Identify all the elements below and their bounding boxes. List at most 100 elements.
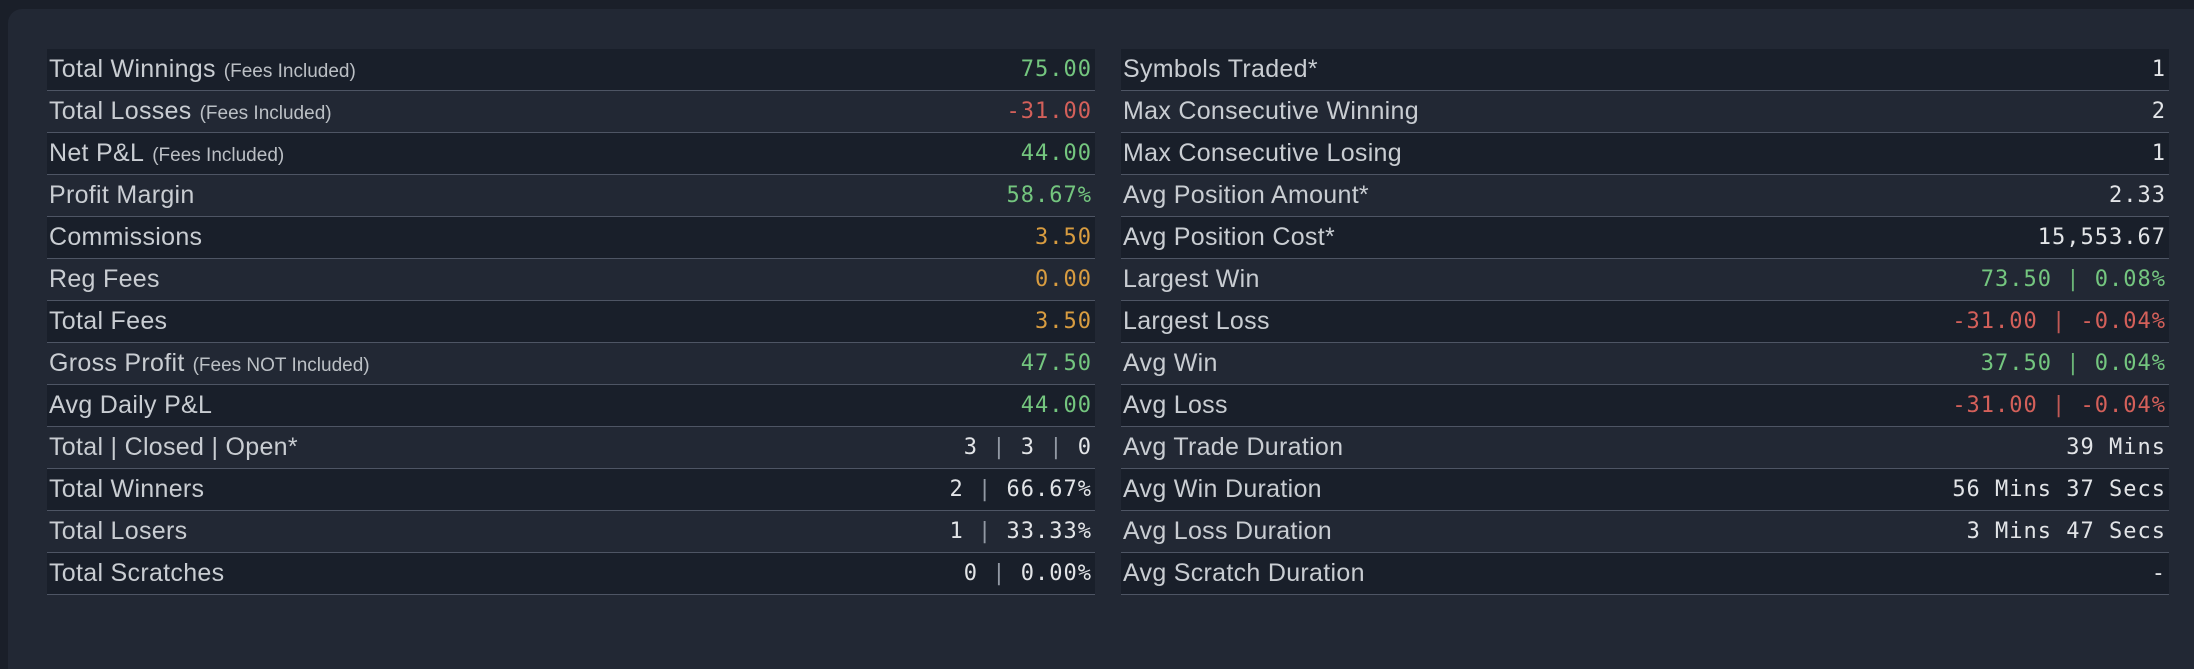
- stat-row: Avg Scratch Duration -: [1121, 553, 2169, 595]
- stat-row: Max Consecutive Winning 2: [1121, 91, 2169, 133]
- stat-label-group: Total Winners: [49, 475, 204, 504]
- stat-label-note: (Fees Included): [199, 103, 332, 124]
- stat-row: Reg Fees 0.00: [47, 259, 1095, 301]
- stat-label-group: Total Losses (Fees Included): [49, 97, 332, 126]
- stat-label: Largest Win: [1123, 265, 1260, 293]
- stat-row: Avg Win 37.50 | 0.04%: [1121, 343, 2169, 385]
- stat-label: Total Scratches: [49, 559, 225, 587]
- stat-label: Total Winners: [49, 475, 205, 503]
- stat-value: 2.33: [2109, 183, 2166, 208]
- stat-label: Max Consecutive Winning: [1123, 97, 1419, 125]
- stat-label: Profit Margin: [49, 181, 195, 209]
- stat-label: Avg Loss: [1123, 391, 1228, 419]
- stat-value: -31.00 | -0.04%: [1952, 309, 2166, 334]
- trading-stats-screen: { "theme": { "page-bg": "#1a1f29", "card…: [0, 9, 2194, 669]
- stat-label-group: Commissions: [49, 223, 202, 252]
- stats-columns: Total Winnings (Fees Included) 75.00 Total …: [47, 49, 2169, 595]
- stat-label-group: Avg Trade Duration: [1123, 433, 1343, 462]
- stat-label: Total Winnings: [49, 55, 216, 83]
- stat-label: Avg Win Duration: [1123, 475, 1322, 503]
- stat-label-group: Symbols Traded*: [1123, 55, 1318, 84]
- stat-row: Gross Profit (Fees NOT Included) 47.50: [47, 343, 1095, 385]
- stat-value: 44.00: [1020, 393, 1092, 418]
- stat-label-group: Avg Loss Duration: [1123, 517, 1332, 546]
- stat-value: 0.00: [1035, 267, 1092, 292]
- stat-label: Total Fees: [49, 307, 168, 335]
- stat-row: Avg Position Amount* 2.33: [1121, 175, 2169, 217]
- stat-label: Avg Win: [1123, 349, 1218, 377]
- stat-label: Avg Trade Duration: [1123, 433, 1344, 461]
- stats-card: Total Winnings (Fees Included) 75.00 Total …: [8, 9, 2194, 669]
- stat-label: Largest Loss: [1123, 307, 1270, 335]
- stat-label-group: Total Fees: [49, 307, 167, 336]
- stat-label: Reg Fees: [49, 265, 160, 293]
- stat-label-group: Net P&L (Fees Included): [49, 139, 284, 168]
- stat-row: Net P&L (Fees Included) 44.00: [47, 133, 1095, 175]
- stat-label-group: Largest Win: [1123, 265, 1260, 294]
- stat-label-group: Total Losers: [49, 517, 187, 546]
- stat-row: Total Winnings (Fees Included) 75.00: [47, 49, 1095, 91]
- stat-label-group: Gross Profit (Fees NOT Included): [49, 349, 370, 378]
- stat-row: Largest Win 73.50 | 0.08%: [1121, 259, 2169, 301]
- stat-row: Total Losers 1 | 33.33%: [47, 511, 1095, 553]
- stat-label-note: (Fees NOT Included): [192, 355, 370, 376]
- stat-row: Total Fees 3.50: [47, 301, 1095, 343]
- stat-label-group: Avg Win Duration: [1123, 475, 1322, 504]
- stat-label: Gross Profit: [49, 349, 185, 377]
- stat-label: Avg Loss Duration: [1123, 517, 1332, 545]
- stat-label: Avg Daily P&L: [49, 391, 213, 419]
- stat-row: Profit Margin 58.67%: [47, 175, 1095, 217]
- stat-label-group: Total | Closed | Open*: [49, 433, 298, 462]
- stat-value: 44.00: [1020, 141, 1092, 166]
- stat-value: 37.50 | 0.04%: [1980, 351, 2166, 376]
- stat-row: Avg Loss -31.00 | -0.04%: [1121, 385, 2169, 427]
- stat-row: Avg Daily P&L 44.00: [47, 385, 1095, 427]
- stat-value: 3 Mins 47 Secs: [1966, 519, 2166, 544]
- stat-value: 39 Mins: [2066, 435, 2166, 460]
- stat-value: 1 | 33.33%: [949, 519, 1092, 544]
- stat-label-group: Avg Scratch Duration: [1123, 559, 1365, 588]
- stat-label: Total Losses: [49, 97, 192, 125]
- stats-column-right: Symbols Traded* 1 Max Consecutive Winning 2…: [1121, 49, 2169, 595]
- stat-label-group: Max Consecutive Losing: [1123, 139, 1402, 168]
- stat-value: 1: [2151, 141, 2166, 166]
- stat-label: Net P&L: [49, 139, 145, 167]
- stat-value: -31.00 | -0.04%: [1952, 393, 2166, 418]
- stat-value: 73.50 | 0.08%: [1980, 267, 2166, 292]
- stat-label-group: Avg Position Cost*: [1123, 223, 1335, 252]
- stat-value: 75.00: [1020, 57, 1092, 82]
- stat-value: 2 | 66.67%: [949, 477, 1092, 502]
- stat-label-group: Avg Win: [1123, 349, 1218, 378]
- stat-value: 15,553.67: [2037, 225, 2166, 250]
- stat-label-note: (Fees Included): [223, 61, 356, 82]
- stat-row: Avg Trade Duration 39 Mins: [1121, 427, 2169, 469]
- stat-row: Symbols Traded* 1: [1121, 49, 2169, 91]
- stat-label-group: Max Consecutive Winning: [1123, 97, 1419, 126]
- stat-row: Total Scratches 0 | 0.00%: [47, 553, 1095, 595]
- stat-label-group: Profit Margin: [49, 181, 195, 210]
- stat-label: Total Losers: [49, 517, 188, 545]
- stat-label: Avg Position Amount*: [1123, 181, 1369, 209]
- stat-value: 3.50: [1035, 225, 1092, 250]
- stat-label: Symbols Traded*: [1123, 55, 1318, 83]
- stat-row: Total Winners 2 | 66.67%: [47, 469, 1095, 511]
- stat-label-group: Total Scratches: [49, 559, 224, 588]
- stat-label-group: Avg Position Amount*: [1123, 181, 1369, 210]
- stat-label-note: (Fees Included): [152, 145, 285, 166]
- stat-row: Max Consecutive Losing 1: [1121, 133, 2169, 175]
- stat-value: 1: [2151, 57, 2166, 82]
- stat-row: Total | Closed | Open* 3 | 3 | 0: [47, 427, 1095, 469]
- stats-column-left: Total Winnings (Fees Included) 75.00 Total …: [47, 49, 1095, 595]
- stat-label: Avg Position Cost*: [1123, 223, 1335, 251]
- stat-label: Commissions: [49, 223, 203, 251]
- stat-row: Largest Loss -31.00 | -0.04%: [1121, 301, 2169, 343]
- stat-label-group: Largest Loss: [1123, 307, 1270, 336]
- stat-row: Commissions 3.50: [47, 217, 1095, 259]
- stat-row: Total Losses (Fees Included) -31.00: [47, 91, 1095, 133]
- stat-row: Avg Position Cost* 15,553.67: [1121, 217, 2169, 259]
- stat-value: 3.50: [1035, 309, 1092, 334]
- stat-value: 47.50: [1020, 351, 1092, 376]
- stat-value: -31.00: [1006, 99, 1092, 124]
- stat-value: 0 | 0.00%: [963, 561, 1092, 586]
- stat-label: Avg Scratch Duration: [1123, 559, 1365, 587]
